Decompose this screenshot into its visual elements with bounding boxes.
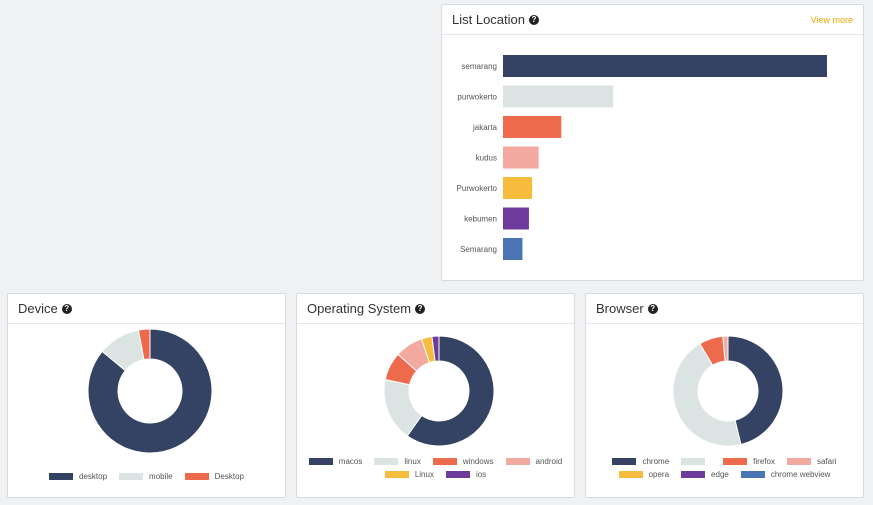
legend-swatch [612, 458, 637, 465]
legend-swatch [374, 458, 399, 465]
bar[interactable] [503, 116, 562, 138]
legend-label: mobile [149, 472, 173, 481]
legend-label: safari [816, 457, 837, 466]
location-bar-chart: semarang purwokerto jakarta kudus Purwokerto… [457, 55, 827, 260]
help-icon[interactable]: ? [415, 303, 426, 314]
legend-swatch [723, 458, 748, 465]
help-icon[interactable]: ? [61, 303, 72, 314]
donut-slice[interactable] [87, 328, 213, 454]
legend-swatch [681, 471, 706, 478]
legend-label: android [535, 457, 563, 466]
bar[interactable] [503, 177, 533, 199]
bar-label: Semarang [460, 245, 497, 254]
legend-swatch [505, 458, 530, 465]
help-icon[interactable]: ? [529, 14, 539, 25]
operating-system-donut-chart [383, 335, 495, 447]
legend-item[interactable]: safari [786, 457, 837, 466]
donut-slice[interactable] [406, 335, 495, 447]
legend-swatch [786, 458, 811, 465]
browser-donut-chart [672, 335, 784, 447]
legend-label: Desktop [214, 472, 244, 481]
bar-label: kebumen [464, 215, 497, 224]
legend-label: linux [404, 457, 421, 466]
legend-item[interactable]: firefox [723, 457, 775, 466]
legend-item[interactable]: desktop [49, 472, 107, 481]
list-location-title: List Location [452, 12, 525, 27]
operating-system-title: Operating System [307, 301, 412, 316]
bar[interactable] [503, 85, 614, 108]
device-header: Device ? [8, 294, 285, 324]
list-location-card: List Location ? View more semarang purwok… [441, 4, 864, 281]
operating-system-legend: macos linux windows android Linux ios [297, 457, 574, 479]
operating-system-card: Operating System ? macos linux windows andr… [296, 293, 575, 498]
donut-slice[interactable] [722, 335, 729, 362]
browser-legend: chrome firefox safari opera edge chrome webvi… [586, 457, 863, 479]
legend-label: edge [711, 470, 729, 479]
donut-slice[interactable] [137, 328, 151, 361]
bar[interactable] [503, 55, 827, 77]
device-card: Device ? desktop mobile Desktop [7, 293, 286, 498]
legend-item[interactable] [681, 457, 711, 466]
legend-item[interactable]: Desktop [184, 472, 244, 481]
donut-slice[interactable] [431, 335, 440, 362]
bar-label: kudus [476, 154, 497, 163]
legend-label: macos [338, 457, 363, 466]
donut-slice[interactable] [672, 343, 742, 447]
bar-label: semarang [461, 62, 497, 71]
bar[interactable] [503, 238, 523, 260]
donut-slice[interactable] [727, 335, 784, 446]
bar-label: jakarta [472, 123, 498, 132]
operating-system-header: Operating System ? [297, 294, 574, 324]
legend-item[interactable]: linux [374, 457, 421, 466]
legend-item[interactable]: edge [681, 470, 729, 479]
help-icon[interactable]: ? [647, 303, 658, 314]
legend-item[interactable]: chrome webview [740, 470, 831, 479]
device-donut-chart [87, 328, 213, 454]
device-legend: desktop mobile Desktop [8, 472, 285, 481]
legend-label: chrome webview [770, 470, 831, 479]
legend-swatch [445, 471, 470, 478]
legend-label: ios [475, 470, 487, 479]
legend-label: desktop [79, 472, 108, 481]
legend-swatch [384, 471, 409, 478]
legend-item[interactable]: macos [308, 457, 363, 466]
legend-label: windows [462, 457, 494, 466]
legend-swatch [618, 471, 643, 478]
legend-label: chrome [642, 457, 670, 466]
device-title: Device [18, 301, 58, 316]
legend-item[interactable]: windows [432, 457, 494, 466]
browser-title: Browser [596, 301, 644, 316]
legend-swatch [432, 458, 457, 465]
legend-label: opera [648, 470, 670, 479]
legend-label: firefox [753, 457, 775, 466]
list-location-header: List Location ? View more [442, 5, 863, 35]
legend-swatch [308, 458, 333, 465]
view-more-link[interactable]: View more [810, 14, 853, 25]
legend-swatch [184, 473, 209, 480]
legend-item[interactable]: ios [445, 470, 487, 479]
legend-swatch [740, 471, 765, 478]
legend-swatch [49, 473, 74, 480]
bar[interactable] [503, 207, 529, 230]
legend-item[interactable]: Linux [384, 470, 434, 479]
browser-card: Browser ? chrome firefox safari opera edge ch… [585, 293, 864, 498]
legend-label: Linux [414, 470, 434, 479]
legend-item[interactable]: android [505, 457, 563, 466]
legend-item[interactable]: mobile [119, 472, 173, 481]
browser-header: Browser ? [586, 294, 863, 324]
legend-item[interactable]: opera [618, 470, 670, 479]
bar[interactable] [503, 146, 539, 169]
legend-item[interactable]: chrome [612, 457, 669, 466]
legend-swatch [681, 458, 706, 465]
bar-label: Purwokerto [457, 184, 498, 193]
legend-swatch [119, 473, 144, 480]
bar-label: purwokerto [457, 93, 497, 102]
